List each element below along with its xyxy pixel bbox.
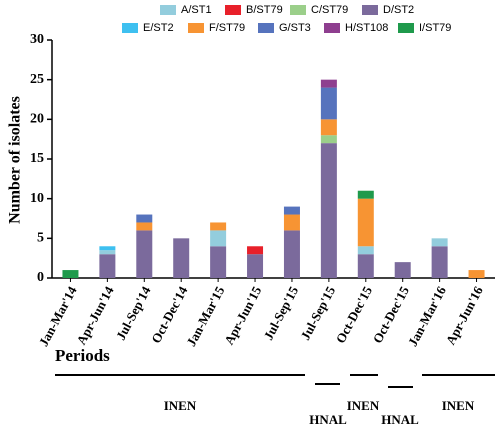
bar-segment (136, 222, 153, 231)
bar-segment (247, 246, 264, 255)
y-tick-label: 20 (30, 112, 44, 127)
bar-segment (283, 214, 300, 231)
annotation: INEN (347, 398, 380, 413)
bar-segment (320, 143, 337, 278)
bar-segment (468, 270, 485, 278)
annotation: INEN (442, 398, 475, 413)
bar-segment (62, 270, 79, 278)
bar-segment (99, 254, 116, 278)
x-axis-label: Periods (55, 346, 110, 365)
legend-swatch (324, 23, 340, 33)
period-lines (55, 374, 495, 388)
annotation: HNAL (381, 412, 419, 427)
y-tick-label: 5 (37, 231, 44, 246)
legend-label: B/ST79 (246, 4, 283, 16)
bar-segment (320, 135, 337, 144)
bar-segment (320, 119, 337, 136)
legend-swatch (225, 5, 241, 15)
x-tick-label: Jul-Sep'15 (297, 283, 338, 342)
y-tick-label: 15 (30, 151, 44, 166)
legend-swatch (290, 5, 306, 15)
legend-swatch (122, 23, 138, 33)
y-tick-label: 0 (37, 270, 44, 285)
bar-segment (357, 254, 374, 278)
legend-label: F/ST79 (209, 22, 245, 34)
bar-segment (210, 222, 227, 231)
y-tick-label: 30 (30, 32, 44, 47)
bar-segment (283, 206, 300, 215)
bar-segment (173, 238, 190, 278)
x-tick-label: Apr-Jun'15 (221, 283, 264, 347)
bar-segment (357, 198, 374, 247)
legend-label: H/ST108 (345, 22, 388, 34)
bar-segment (210, 230, 227, 247)
bar-segment (136, 230, 153, 278)
bar-segment (136, 214, 153, 223)
annotation: HNAL (309, 412, 347, 427)
bar-segment (283, 230, 300, 278)
legend-swatch (188, 23, 204, 33)
bar-segment (247, 254, 264, 278)
bar-segment (431, 238, 448, 247)
x-tick-label: Oct-Dec'14 (148, 283, 191, 345)
x-tick-label: Oct-Dec'15 (370, 283, 413, 345)
x-tick-label: Oct-Dec'15 (333, 283, 376, 345)
x-tick-label: Jul-Sep'15 (261, 283, 302, 342)
bar-segment (99, 250, 116, 255)
bar-segment (320, 79, 337, 88)
bar-segment (357, 246, 374, 255)
bar-segment (99, 246, 116, 251)
legend-label: G/ST3 (279, 22, 311, 34)
legend-label: E/ST2 (143, 22, 174, 34)
x-tick-label: Apr-Jun'16 (443, 283, 486, 347)
legend-swatch (362, 5, 378, 15)
legend-swatch (258, 23, 274, 33)
legend-swatch (398, 23, 414, 33)
bar-segment (394, 262, 411, 278)
x-tick-label: Jul-Sep'14 (113, 283, 154, 342)
y-tick-label: 10 (30, 191, 44, 206)
legend-label: A/ST1 (181, 4, 212, 16)
bar-segment (357, 190, 374, 199)
bar-segment (320, 87, 337, 120)
legend-label: D/ST2 (383, 4, 414, 16)
x-tick-label: Apr-Jun'14 (73, 283, 116, 347)
legend-label: I/ST79 (419, 22, 451, 34)
y-tick-label: 25 (30, 72, 44, 87)
y-axis-label: Number of isolates (7, 96, 24, 224)
annotation: INEN (164, 398, 197, 413)
legend-swatch (160, 5, 176, 15)
bar-segment (210, 246, 227, 278)
legend-label: C/ST79 (311, 4, 348, 16)
bar-segment (431, 246, 448, 278)
